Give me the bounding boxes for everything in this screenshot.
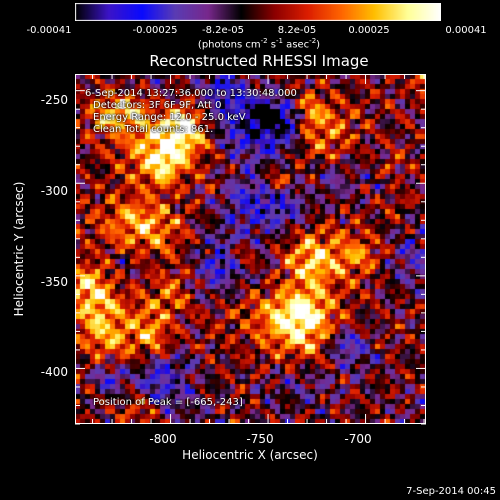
units-text: asec — [283, 39, 310, 51]
y-tick-label: -300 — [40, 184, 68, 198]
y-tick-label: -250 — [40, 93, 68, 107]
units-exponent: -2 — [309, 37, 317, 45]
colorbar-units: (photons cm-2 s-1 asec-2) — [198, 37, 320, 50]
units-text: s — [267, 39, 277, 51]
colorbar-tick-label: -8.2e-05 — [202, 25, 244, 36]
annotation-energy-range: Energy Range: 12.0 - 25.0 keV — [93, 112, 246, 123]
units-text: (photons cm — [197, 39, 261, 51]
units-text: ) — [316, 39, 321, 51]
colorbar-tick-label: -0.00041 — [26, 25, 72, 36]
units-exponent: -1 — [276, 37, 284, 45]
annotation-method: Clean Total counts: 861. — [93, 124, 214, 135]
plot-axes — [75, 74, 426, 425]
colorbar-tick-label: 0.00025 — [348, 25, 390, 36]
annotation-peak-position: Position of Peak = [-665,-243] — [93, 397, 243, 408]
colorbar-tick-label: -0.00025 — [132, 25, 178, 36]
colorbar — [75, 3, 441, 21]
x-tick-label: -750 — [246, 432, 274, 446]
x-tick-label: -700 — [344, 432, 372, 446]
colorbar-tick-label: 8.2e-05 — [277, 25, 317, 36]
chart-title: Reconstructed RHESSI Image — [149, 52, 369, 70]
colorbar-tick-label: 0.00041 — [445, 25, 487, 36]
y-tick-label: -400 — [40, 365, 68, 379]
footer-date: 7-Sep-2014 00:45 — [406, 486, 496, 497]
y-axis-label: Heliocentric Y (arcsec) — [12, 181, 26, 317]
x-tick-label: -800 — [149, 432, 177, 446]
x-axis-label: Heliocentric X (arcsec) — [182, 448, 318, 462]
y-tick-label: -350 — [40, 275, 68, 289]
heatmap-image — [75, 74, 426, 424]
colorbar-gradient — [75, 3, 441, 21]
units-exponent: -2 — [260, 37, 268, 45]
plot-area: 6-Sep-2014 13:27:36.000 to 13:30:48.000 … — [75, 74, 426, 425]
plot-frame — [75, 74, 426, 424]
annotation-time-range: 6-Sep-2014 13:27:36.000 to 13:30:48.000 — [85, 88, 297, 99]
annotation-detectors: Detectors: 3F 6F 9F, Att 0 — [93, 100, 222, 111]
